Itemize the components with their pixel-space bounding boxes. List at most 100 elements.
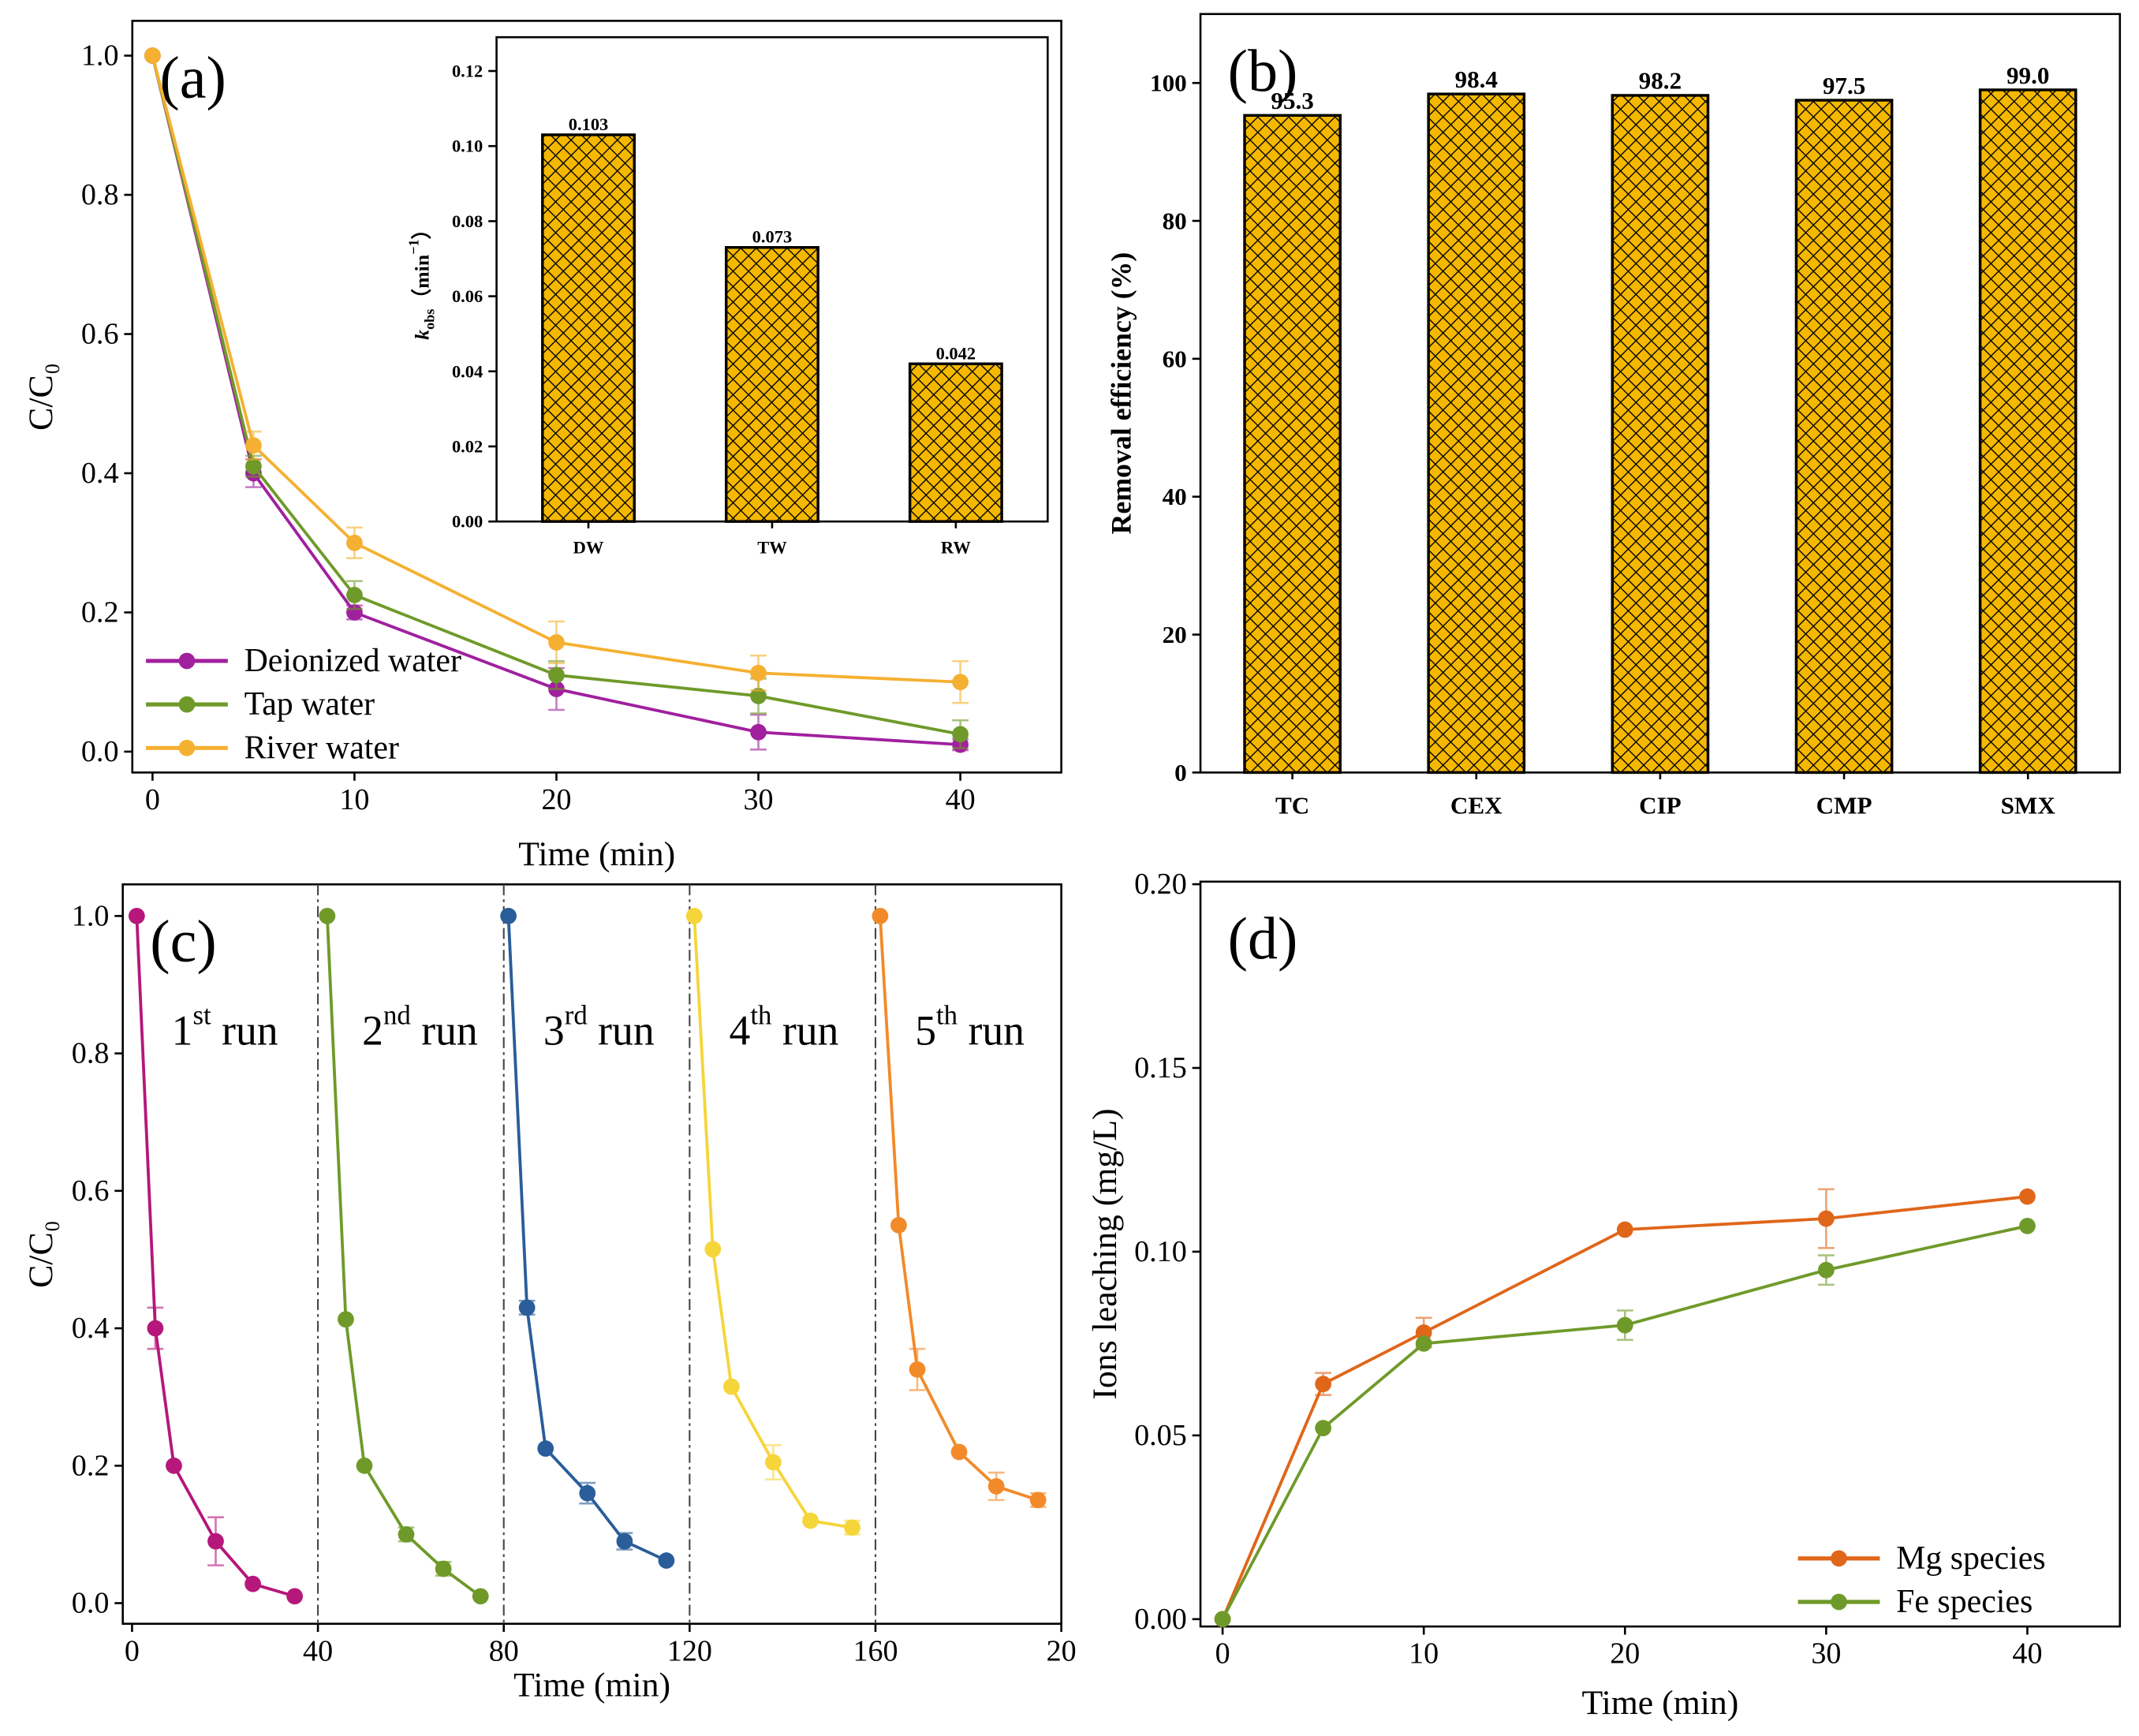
marker <box>1415 1335 1432 1352</box>
x-tick-label: 10 <box>1409 1637 1439 1671</box>
run-label-part: run <box>411 1006 478 1054</box>
y-tick-label: 0.00 <box>1134 1603 1187 1636</box>
y-tick-label: 0.05 <box>1134 1419 1187 1452</box>
run-label-part: th <box>750 999 771 1030</box>
marker <box>319 907 336 924</box>
bar <box>908 362 1003 523</box>
value-label: 0.073 <box>752 227 793 247</box>
marker <box>548 634 565 651</box>
marker <box>685 907 703 924</box>
x-tick-label: CEX <box>1450 791 1503 819</box>
y-axis-label: C/C₀ <box>22 363 60 431</box>
x-axis-label: Time (min) <box>1581 1684 1738 1722</box>
run-label: 3rd run <box>543 999 655 1054</box>
bar <box>1243 114 1342 775</box>
value-label: 98.4 <box>1455 65 1498 93</box>
x-tick-label: 80 <box>489 1634 519 1667</box>
legend-marker <box>178 739 196 756</box>
run-label-part: 3 <box>543 1006 565 1054</box>
run-label-part: 5 <box>915 1006 936 1054</box>
marker <box>952 674 969 691</box>
marker <box>872 907 889 924</box>
x-tick-label: CMP <box>1816 791 1872 819</box>
panel-label: (a) <box>159 45 226 111</box>
run-label-part: st <box>192 999 211 1030</box>
marker <box>750 664 767 681</box>
panel-label: (d) <box>1228 905 1298 972</box>
run-label: 2nd run <box>362 999 478 1054</box>
marker <box>1029 1491 1047 1509</box>
run-label-part: rd <box>565 999 588 1030</box>
y-tick-label: 0.6 <box>81 318 119 351</box>
bar <box>724 245 819 523</box>
x-tick-label: CIP <box>1639 791 1682 819</box>
y-tick-label: 0.10 <box>1134 1235 1187 1268</box>
legend-label: Mg species <box>1896 1540 2045 1577</box>
y-tick-label: 0.8 <box>72 1037 110 1070</box>
marker <box>844 1519 860 1536</box>
marker <box>1315 1420 1332 1436</box>
marker <box>1817 1261 1835 1279</box>
bar <box>1427 92 1526 775</box>
marker <box>2019 1188 2036 1205</box>
x-tick-label: 40 <box>946 783 976 816</box>
marker <box>616 1533 633 1550</box>
y-tick-label: 0.15 <box>1134 1051 1187 1085</box>
plot-frame <box>1199 880 2122 1628</box>
bar <box>1978 88 2077 775</box>
marker <box>435 1560 452 1577</box>
y-tick-label: 0.0 <box>81 735 119 768</box>
marker <box>356 1457 373 1474</box>
marker <box>1616 1316 1633 1334</box>
legend-marker <box>178 652 196 670</box>
y-tick-label: 40 <box>1163 483 1187 510</box>
marker <box>500 907 517 924</box>
y-tick-label: 0.20 <box>1134 868 1187 901</box>
legend-marker <box>178 696 196 713</box>
legend-label: Tap water <box>245 686 375 722</box>
marker <box>802 1512 819 1529</box>
bar <box>1794 99 1894 775</box>
x-tick-label: 0 <box>125 1634 140 1667</box>
run-label-part: 2 <box>362 1006 383 1054</box>
y-tick-label: 0.2 <box>81 595 119 629</box>
y-tick-label: 0.4 <box>81 457 119 490</box>
marker <box>147 1320 164 1337</box>
x-tick-label: 10 <box>339 783 369 816</box>
x-tick-label: 20 <box>541 783 571 816</box>
x-axis-label: Time (min) <box>518 835 675 873</box>
x-tick-label: 30 <box>744 783 774 816</box>
x-tick-label: TW <box>757 538 787 558</box>
y-tick-label: 0.00 <box>452 512 483 532</box>
marker <box>2019 1217 2036 1234</box>
marker <box>579 1484 596 1502</box>
x-tick-label: 0 <box>145 783 160 816</box>
marker <box>750 723 767 741</box>
marker <box>207 1533 224 1550</box>
y-tick-label: 0.04 <box>452 361 483 381</box>
marker <box>890 1217 907 1234</box>
marker <box>1817 1210 1835 1227</box>
y-tick-label: 0.10 <box>452 136 483 156</box>
marker <box>518 1299 536 1316</box>
marker <box>1616 1221 1633 1238</box>
run-label-part: 1 <box>172 1006 193 1054</box>
y-tick-label: 1.0 <box>81 39 119 73</box>
panel: 0.0 0.2 0.4 0.6 0.8 1.0 0 40 80 120 160 20 Time (min… <box>22 883 1077 1704</box>
run-label-part: run <box>771 1006 838 1054</box>
x-tick-label: DW <box>573 538 604 558</box>
y-tick-label: 0.12 <box>452 62 483 81</box>
marker <box>144 47 161 64</box>
y-tick-label: 0.02 <box>452 436 483 456</box>
marker <box>1315 1376 1332 1393</box>
run-label-part: nd <box>383 999 411 1030</box>
y-tick-label: 0.06 <box>452 286 483 306</box>
y-tick-label: 60 <box>1163 345 1187 372</box>
legend-label: Deionized water <box>245 643 461 679</box>
bar <box>541 133 636 523</box>
panel: 0 20 40 60 80 100 Removal efficiency (%) (b)95.… <box>1106 13 2122 819</box>
y-axis-label-part: k <box>410 330 433 340</box>
value-label: 0.042 <box>936 343 976 363</box>
x-tick-label: TC <box>1275 791 1309 819</box>
